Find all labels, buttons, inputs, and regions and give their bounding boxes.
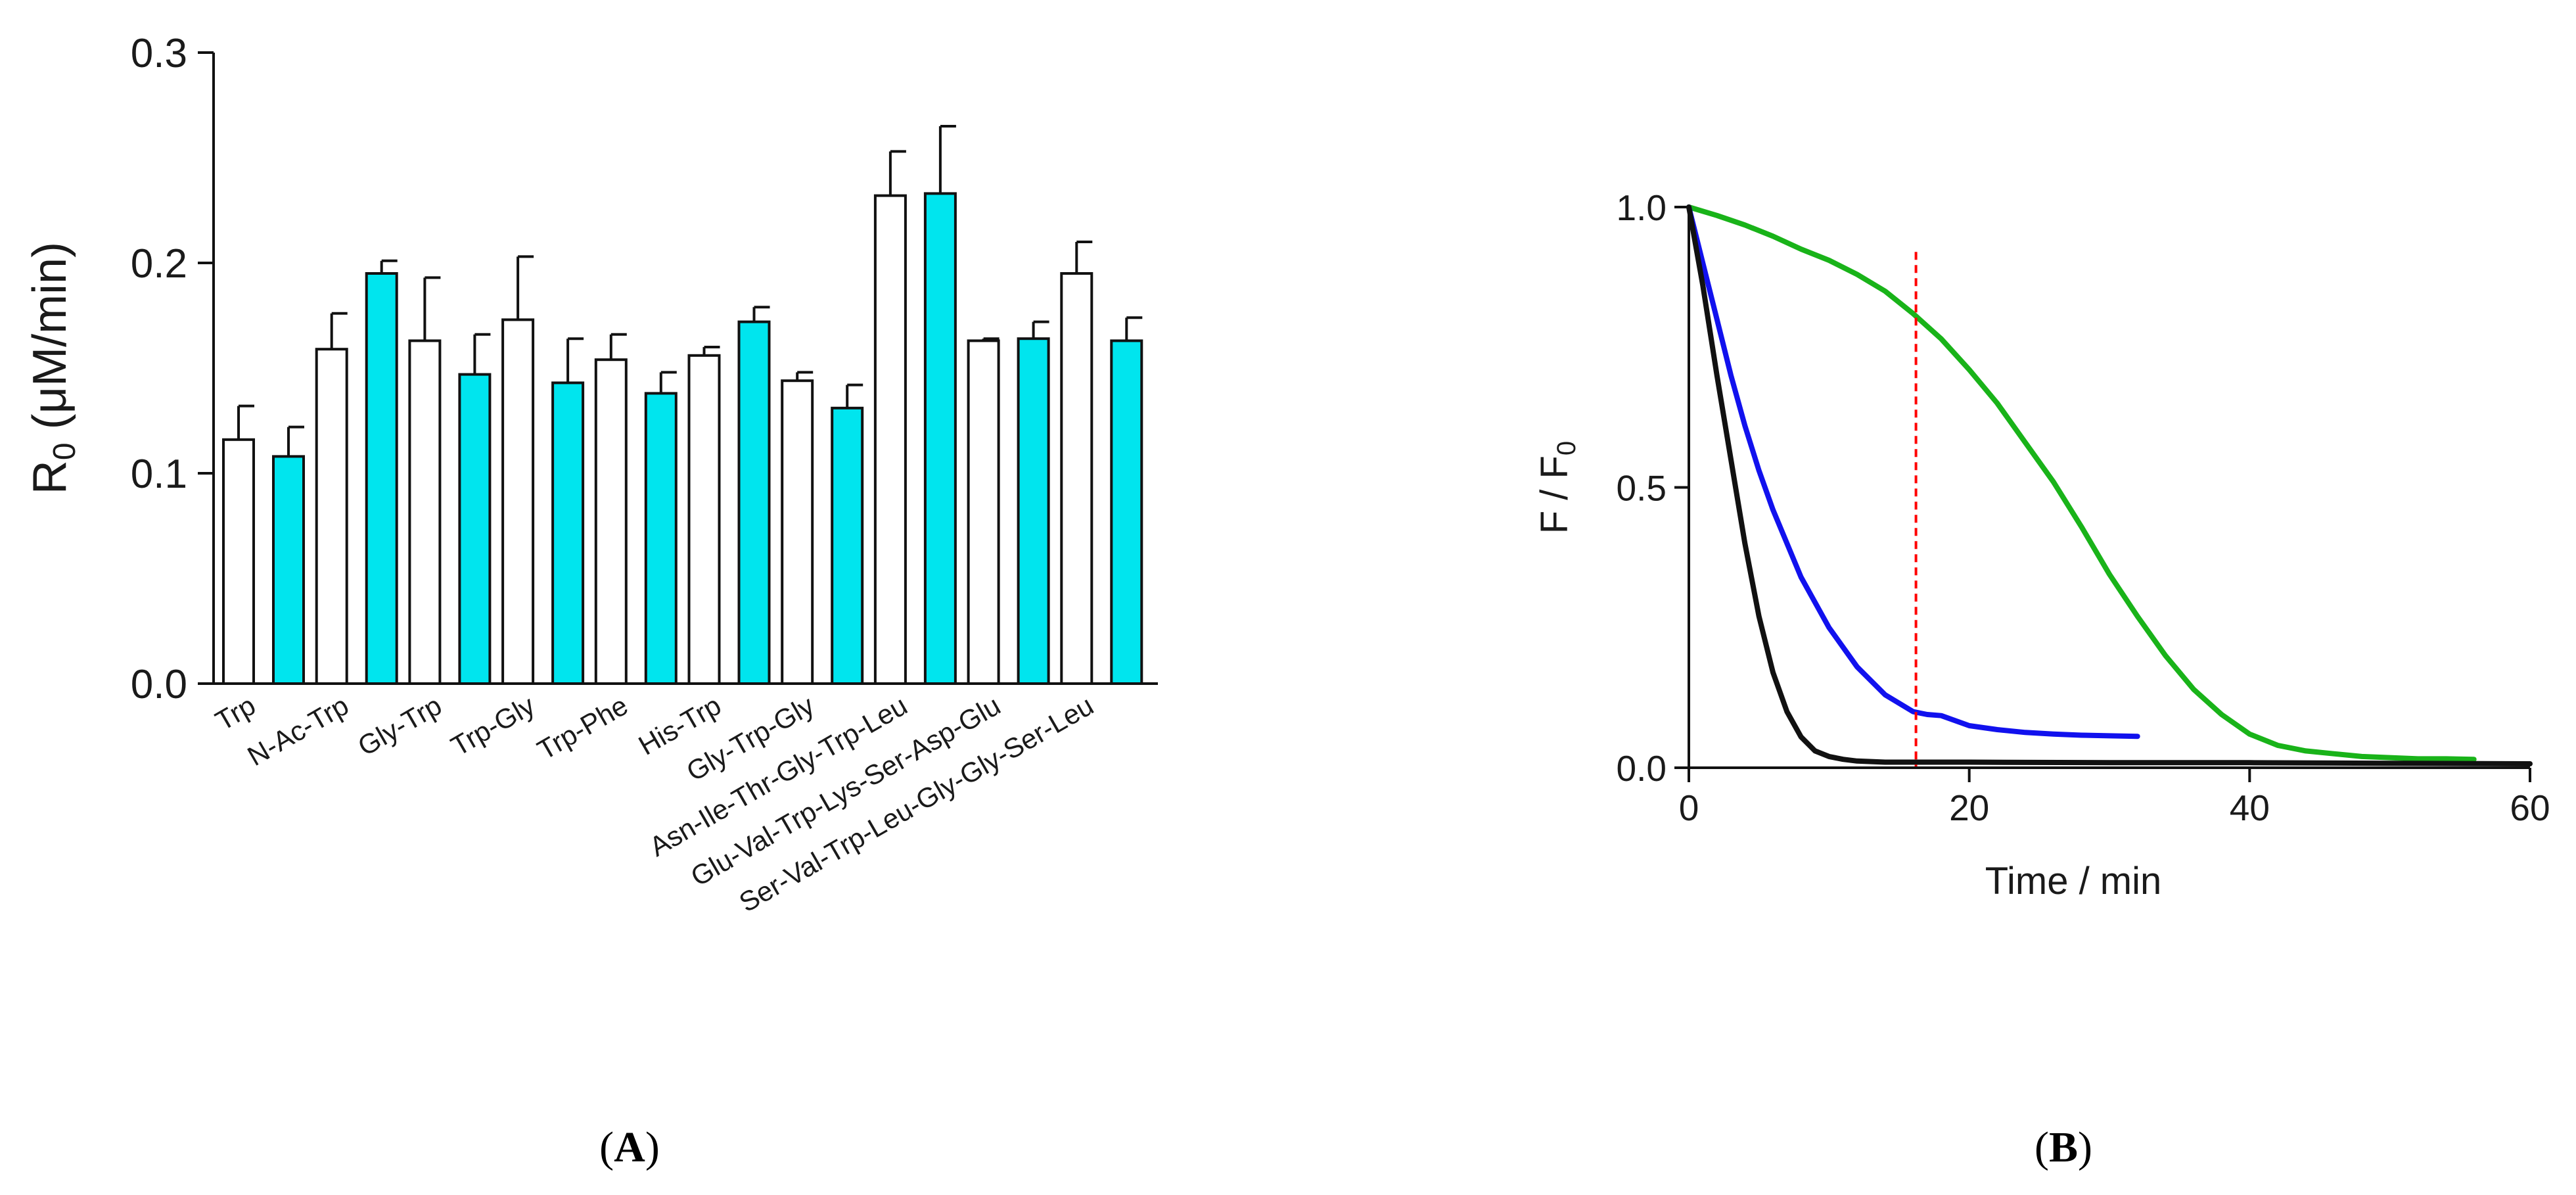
bar-cyan xyxy=(737,320,771,686)
category-label: Trp xyxy=(210,690,261,736)
series-line-blue xyxy=(1686,204,2140,739)
category-label: Trp-Phe xyxy=(532,690,633,766)
bar-cyan xyxy=(644,392,678,686)
x-tick-label: 0 xyxy=(1679,787,1699,828)
bar-white xyxy=(967,339,1000,685)
bar-white xyxy=(687,354,721,685)
bar-white xyxy=(408,339,442,685)
bar-cyan xyxy=(365,272,398,685)
bar-cyan xyxy=(1110,339,1143,685)
y-axis-label-sub: 0 xyxy=(47,442,82,460)
y-axis-label: R0 (μM/min) xyxy=(24,242,82,494)
category-label: Gly-Trp xyxy=(353,690,447,762)
x-tick-group: 0 20 40 60 xyxy=(1679,768,2550,828)
bar-white xyxy=(222,438,255,685)
y-axis-label: F / F0 xyxy=(1533,441,1581,534)
bar-cyan xyxy=(458,373,492,685)
category-label: N-Ac-Trp xyxy=(242,690,354,772)
bar-cyan xyxy=(551,381,585,686)
y-tick-label: 1.0 xyxy=(1617,187,1667,228)
y-axis-label-rest: (μM/min) xyxy=(24,242,76,442)
panel-label-a: (A) xyxy=(599,1123,660,1171)
series-line-green xyxy=(1686,204,2477,762)
panel-label-b: (B) xyxy=(2035,1123,2092,1171)
y-tick-label: 0.5 xyxy=(1617,468,1667,509)
error-bar-group xyxy=(237,125,1143,457)
y-tick-label: 0.2 xyxy=(131,241,187,287)
panel-letter-b: B xyxy=(2049,1123,2078,1171)
bar-white xyxy=(315,348,348,685)
series-line-group xyxy=(1686,204,2533,766)
bar-white xyxy=(873,194,907,686)
x-axis-label: Time / min xyxy=(1985,860,2162,902)
x-tick-label: 20 xyxy=(1949,787,1989,828)
y-tick-label: 0.1 xyxy=(131,452,187,497)
bar-cyan xyxy=(1017,337,1050,685)
y-tick-label: 0.3 xyxy=(131,31,187,76)
category-label: Trp-Gly xyxy=(446,690,540,762)
y-axis-label-main: F / F xyxy=(1533,456,1576,534)
y-tick-group: 0.0 0.5 1.0 xyxy=(1617,187,1689,789)
bar-white xyxy=(781,379,814,685)
bar-white xyxy=(501,318,535,685)
y-axis-label-main: R xyxy=(24,460,76,494)
bar-cyan xyxy=(923,192,957,685)
panel-a-bar-chart: 0.0 0.1 0.2 0.3 TrpN-Ac-TrpGly-TrpTrp-GlyTr… xyxy=(24,31,1158,1171)
x-tick-label: 40 xyxy=(2230,787,2270,828)
bar-cyan xyxy=(831,406,864,685)
bar-white xyxy=(1060,272,1093,685)
y-axis-label-sub: 0 xyxy=(1552,441,1581,456)
panel-b-line-chart: 0.00.51.0 0 20 40 60 Time / min F / F0 (B) xyxy=(1533,187,2550,1171)
bar-white xyxy=(594,358,628,685)
y-tick-label: 0.0 xyxy=(131,662,187,707)
panel-letter-a: A xyxy=(614,1123,645,1171)
y-tick-label: 0.0 xyxy=(1617,748,1667,789)
bar-group xyxy=(222,192,1143,686)
bar-cyan xyxy=(272,455,305,686)
y-tick-group: 0.0 0.1 0.2 0.3 xyxy=(131,31,214,707)
x-tick-label: 60 xyxy=(2510,787,2550,828)
series-line-black xyxy=(1686,204,2533,766)
